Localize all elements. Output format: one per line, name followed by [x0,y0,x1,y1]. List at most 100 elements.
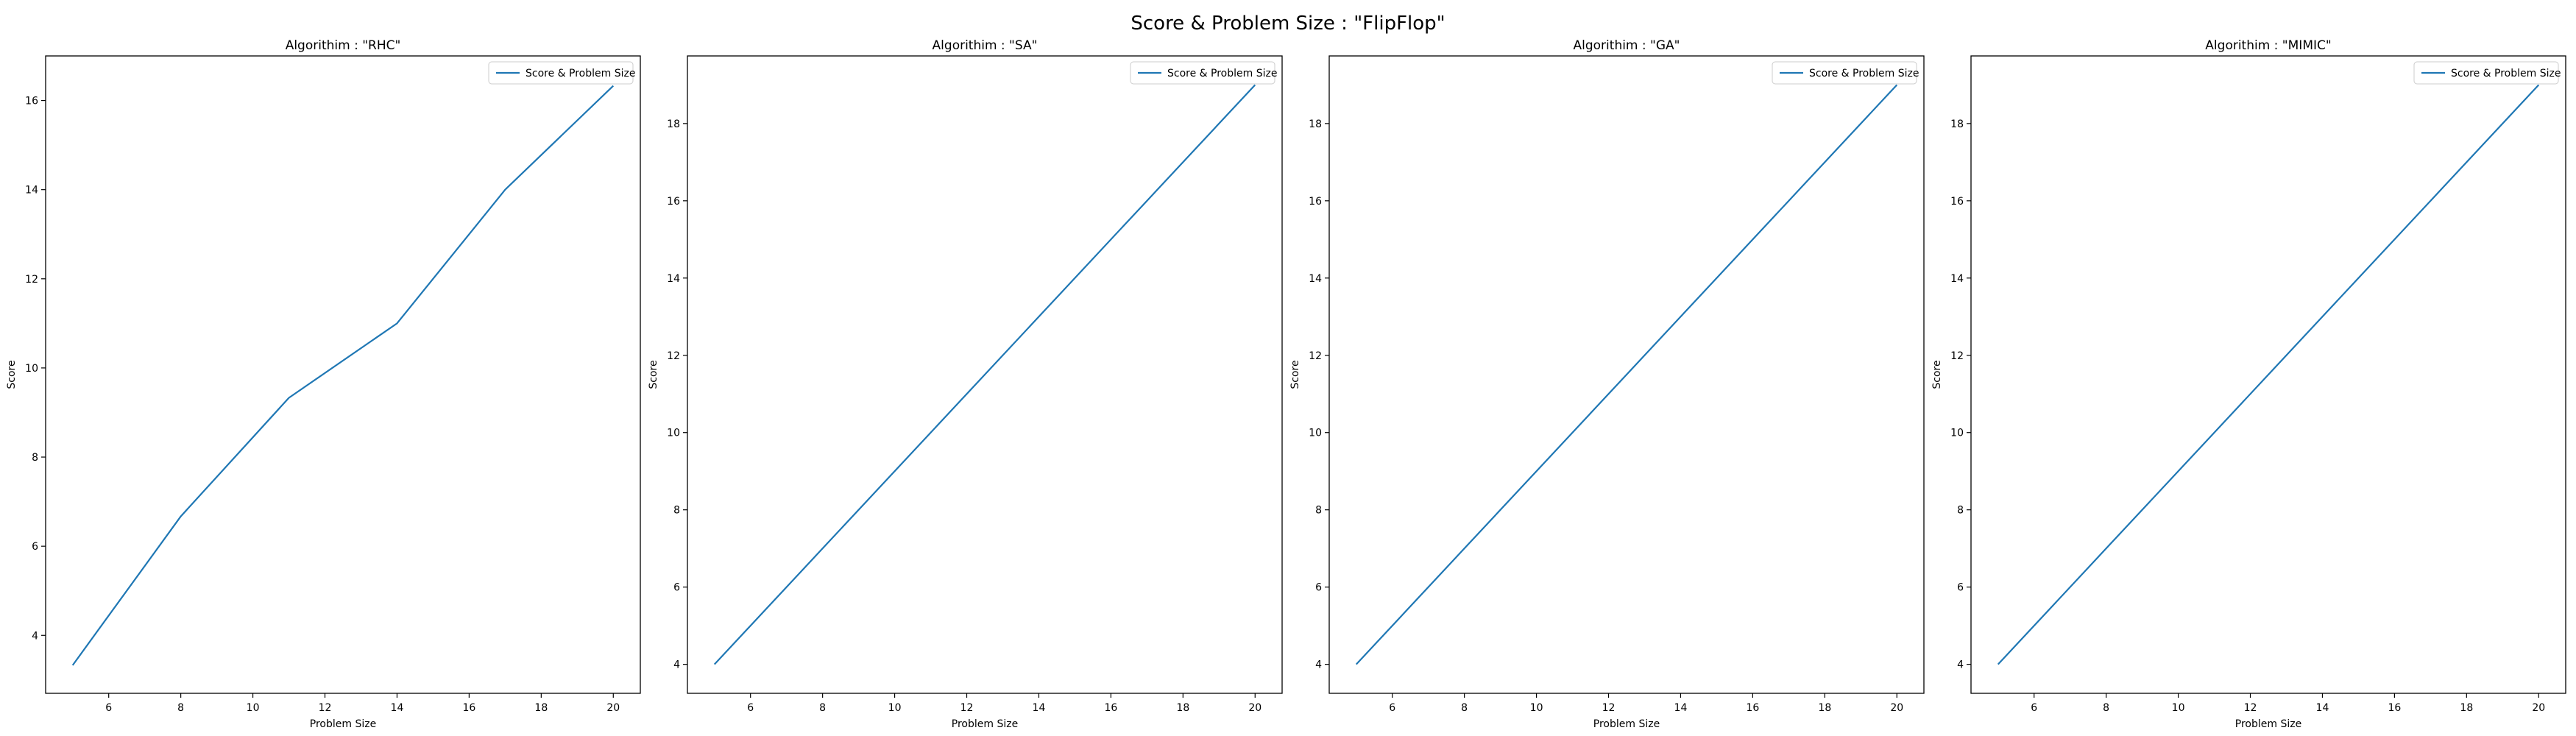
x-tick-label: 10 [2172,702,2185,714]
subplot-1: Algorithim : "RHC" 6 8 10 12 14 16 18 20 4 6 8 10 12 1… [6,38,641,730]
x-tick-label: 20 [1248,702,1262,714]
y-tick-label: 12 [1309,350,1322,362]
legend-label: Score & Problem Size [526,68,635,79]
x-tick-label: 12 [1602,702,1616,714]
y-tick-label: 6 [673,582,680,594]
x-tick-label: 12 [319,702,332,714]
x-tick-label: 12 [2244,702,2257,714]
y-tick-label: 12 [1950,350,1964,362]
y-tick-label: 8 [1957,505,1964,517]
y-tick-label: 4 [673,659,680,671]
y-tick-label: 18 [1950,118,1964,130]
axes-frame [1970,55,2566,694]
legend-label: Score & Problem Size [1809,68,1919,79]
x-tick-label: 8 [819,702,826,714]
y-tick-label: 6 [1315,582,1322,594]
y-tick-label: 12 [25,274,38,286]
y-tick-label: 8 [32,452,38,464]
subplot-title: Algorithim : "MIMIC" [2205,38,2331,53]
y-tick-label: 16 [1950,196,1964,208]
x-tick-label: 14 [1033,702,1046,714]
subplot-3: Algorithim : "GA" 6 8 10 12 14 16 18 20 4 6 8 10 12 14… [1289,38,1925,730]
y-tick-label: 16 [1309,196,1322,208]
y-tick-label: 12 [667,350,680,362]
y-tick-label: 10 [25,363,38,375]
x-tick-label: 6 [1389,702,1395,714]
legend: Score & Problem Size [1130,61,1277,85]
legend-box [488,61,634,85]
x-tick-label: 16 [2388,702,2401,714]
x-tick-label: 8 [2103,702,2109,714]
x-tick-label: 14 [1674,702,1688,714]
subplot-4: Algorithim : "MIMIC" 6 8 10 12 14 16 18 20 4 6 8 10 1… [1931,38,2566,730]
x-tick-label: 14 [2316,702,2329,714]
legend-label: Score & Problem Size [2451,68,2561,79]
x-axis-label: Problem Size [310,718,376,730]
subplot-title: Algorithim : "SA" [933,38,1038,53]
x-tick-label: 8 [1461,702,1468,714]
x-tick-label: 16 [462,702,475,714]
y-tick-label: 14 [1309,273,1322,285]
x-tick-label: 8 [177,702,184,714]
x-tick-label: 6 [2031,702,2037,714]
x-tick-label: 20 [2532,702,2545,714]
y-tick-label: 16 [667,196,680,208]
x-tick-label: 14 [391,702,404,714]
y-tick-label: 6 [1957,582,1964,594]
y-axis-label: Score [6,360,18,389]
y-tick-label: 18 [1309,118,1322,130]
y-tick-label: 10 [1950,428,1964,439]
x-tick-label: 10 [1530,702,1543,714]
axes-frame [45,55,641,694]
legend: Score & Problem Size [2413,61,2561,85]
x-tick-label: 18 [1818,702,1831,714]
y-tick-label: 4 [1957,659,1964,671]
y-tick-label: 14 [667,273,680,285]
y-tick-label: 16 [25,96,38,107]
legend: Score & Problem Size [1772,61,1919,85]
y-axis-label: Score [648,360,659,389]
x-tick-label: 20 [1890,702,1903,714]
series-line-1 [1997,84,2540,665]
figure-suptitle: Score & Problem Size : "FlipFlop" [1130,13,1445,35]
axes-frame [687,55,1283,694]
subplot-2: Algorithim : "SA" 6 8 10 12 14 16 18 20 4 6 8 10 12 14… [648,38,1283,730]
y-tick-label: 8 [673,505,680,517]
legend-label: Score & Problem Size [1167,68,1277,79]
x-axis-label: Problem Size [1593,718,1660,730]
subplot-panels: Algorithim : "RHC" 6 8 10 12 14 16 18 20 4 6 8 10 12 1… [6,38,2566,730]
y-tick-label: 4 [32,630,38,642]
x-tick-label: 10 [247,702,260,714]
x-tick-label: 6 [105,702,112,714]
series-line-1 [713,84,1256,665]
x-tick-label: 18 [534,702,548,714]
legend-box [1772,61,1917,85]
x-tick-label: 16 [1104,702,1117,714]
x-tick-label: 18 [1176,702,1189,714]
x-tick-label: 20 [606,702,620,714]
y-axis-label: Score [1289,360,1301,389]
y-tick-label: 4 [1315,659,1322,671]
x-tick-label: 12 [960,702,974,714]
y-tick-label: 8 [1315,505,1322,517]
x-tick-label: 6 [747,702,754,714]
x-axis-label: Problem Size [2235,718,2301,730]
x-tick-label: 16 [1746,702,1759,714]
y-tick-label: 14 [1950,273,1964,285]
series-line-1 [71,85,615,666]
y-tick-label: 18 [667,118,680,130]
axes-frame [1328,55,1925,694]
y-tick-label: 6 [32,541,38,553]
legend: Score & Problem Size [488,61,635,85]
legend-box [1130,61,1275,85]
y-tick-label: 10 [1309,428,1322,439]
x-axis-label: Problem Size [952,718,1018,730]
y-axis-label: Score [1931,360,1943,389]
subplot-title: Algorithim : "GA" [1574,38,1680,53]
subplot-title: Algorithim : "RHC" [286,38,401,53]
y-tick-label: 10 [667,428,680,439]
series-line-1 [1355,84,1898,665]
y-tick-label: 14 [25,185,38,197]
x-tick-label: 18 [2460,702,2473,714]
